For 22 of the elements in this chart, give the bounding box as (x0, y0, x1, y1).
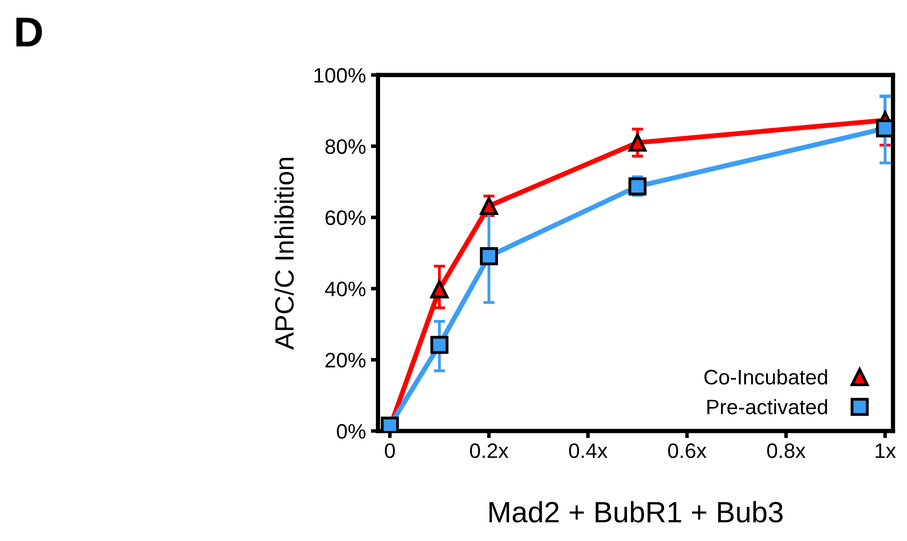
y-tick-label: 0% (336, 424, 366, 439)
y-tick-label: 100% (314, 68, 366, 83)
y-tick-label: 60% (326, 210, 366, 226)
y-tick-label: 80% (325, 139, 366, 154)
point (430, 280, 448, 298)
x-axis-title: Mad2 + BubR1 + Bub3 (490, 501, 783, 523)
x-tick-label: 0.4x (569, 443, 608, 458)
point (876, 119, 893, 138)
point (480, 247, 498, 266)
x-tick-label: 0.8x (767, 443, 806, 458)
y-tick-label: 40% (324, 282, 366, 296)
x-tick-label: 0.6x (668, 443, 706, 458)
point (628, 134, 647, 152)
legend-label: Pre-activated (707, 399, 828, 414)
x-tick-label: 0 (384, 443, 395, 458)
text: D (16, 18, 42, 46)
y-axis-title: APC/C Inhibition (274, 158, 294, 350)
y-tick-label: 20% (326, 352, 366, 368)
x-tick-label: 0.2x (470, 443, 508, 458)
x-tick-label: 1x (876, 444, 896, 458)
point (430, 336, 448, 354)
legend-label: Co-Incubated (704, 369, 828, 385)
